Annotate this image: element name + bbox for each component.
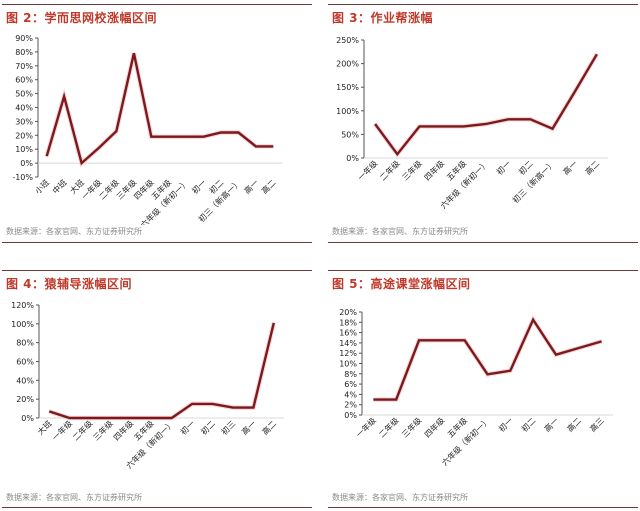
y-tick-label: 0% [21,414,34,423]
x-tick-label: 二年级 [377,415,401,439]
y-tick-label: 2% [344,401,357,410]
x-tick-label: 一年级 [50,418,74,442]
y-tick-label: 0% [346,154,359,163]
y-tick-label: 80% [16,339,34,348]
x-tick-label: 高二 [260,418,278,436]
chart-panel-xueersi: 图 2：学而思网校涨幅区间 -10% 0% 10% 20% 30% 40% 50% 60% 70… [2,0,312,247]
y-tick-label: 40% [16,376,34,385]
y-tick-label: 80% [15,48,33,57]
bottom-rule [2,242,312,243]
x-tick-label: 中班 [50,177,68,195]
chart-title: 图 5：高途课堂涨幅区间 [332,277,471,291]
bottom-rule [328,242,638,243]
y-tick-label: 10% [15,145,33,154]
x-tick-label: 初二 [516,158,534,176]
x-tick-label: 初一 [496,415,514,433]
bottom-rule [328,507,638,508]
y-tick-label: 100% [336,107,359,116]
x-tick-label: 初一 [494,158,512,176]
y-tick-label: 20% [16,395,34,404]
x-tick-label: 一年级 [355,158,379,182]
bottom-rule [2,507,312,508]
y-tick-label: 250% [336,36,359,45]
chart-panel-zuoyebang: 图 3：作业帮涨幅 0% 50% 100% 150% 200% 250% 一年级 二年级 三年级… [328,0,638,247]
top-rule [2,4,312,5]
x-tick-label: 高二 [565,415,583,433]
data-line [48,322,275,420]
y-tick-label: 18% [339,318,357,327]
x-tick-label: 三年级 [91,418,115,442]
chart-title: 图 2：学而思网校涨幅区间 [6,11,158,25]
chart-panel-yuanfudao: 图 4：猿辅导涨幅区间 0% 20% 40% 60% 80% 100% 120% 大班 一年级二… [2,260,312,510]
source-note: 数据来源：各家官网、东方证券研究所 [332,493,468,502]
x-tick-label: 高三 [588,415,606,433]
y-tick-label: 0% [344,411,357,420]
data-line [374,53,598,157]
y-tick-label: 60% [15,76,33,85]
x-tick-label: 高一 [242,177,260,195]
y-tick-label: 6% [344,380,357,389]
x-tick-label: 初三 [219,418,237,436]
y-tick-label: 16% [339,329,357,338]
x-tick-label: 四年级 [422,158,446,182]
y-tick-label: 0% [20,159,33,168]
y-tick-label: 20% [15,131,33,140]
x-tick-label: 大班 [35,418,53,436]
x-tick-label: 小班 [33,177,51,195]
y-tick-label: 12% [339,349,357,358]
y-tick-label: 40% [15,104,33,113]
x-tick-label: 三年级 [400,158,424,182]
x-tick-label: 初一 [178,418,196,436]
x-tick-label: 初一 [190,177,208,195]
y-tick-label: -10% [12,173,33,182]
y-tick-label: 60% [16,358,34,367]
source-note: 数据来源：各家官网、东方证券研究所 [6,227,142,236]
source-note: 数据来源：各家官网、东方证券研究所 [6,493,142,502]
y-tick-label: 10% [339,360,357,369]
y-tick-label: 30% [15,117,33,126]
x-tick-label: 初二 [519,415,537,433]
x-tick-label: 三年级 [399,415,423,439]
top-rule [2,270,312,271]
top-rule [328,4,638,5]
y-tick-label: 50% [15,90,33,99]
x-tick-label: 二年级 [70,418,94,442]
y-tick-label: 100% [11,320,34,329]
x-tick-label: 一年级 [354,415,378,439]
line-chart: 0%20%40%60%80%100%120%大班一年级二年级三年级四年级五年级六… [11,301,284,471]
x-tick-label: 二年级 [378,158,402,182]
line-chart: -10%0%10%20%30%40%50%60%70%80%90%小班 中班 大班一… [12,34,282,225]
y-tick-label: 14% [339,339,357,348]
x-tick-label: 高一 [542,415,560,433]
y-tick-label: 150% [336,83,359,92]
line-chart: 0%50%100%150%200%250%一年级二年级三年级四年级五年级六年级（… [336,36,608,211]
y-tick-label: 120% [11,301,34,310]
x-tick-label: 四年级 [422,415,446,439]
y-tick-label: 70% [15,62,33,71]
x-tick-label: 高一 [561,158,579,176]
data-line [373,317,602,401]
x-tick-label: 高二 [583,158,601,176]
source-note: 数据来源：各家官网、东方证券研究所 [332,227,468,236]
chart-title: 图 4：猿辅导涨幅区间 [6,277,133,291]
top-rule [328,270,638,271]
y-tick-label: 50% [341,130,359,139]
chart-title: 图 3：作业帮涨幅 [332,11,434,25]
x-tick-label: 高一 [239,418,257,436]
y-tick-label: 90% [15,34,33,43]
y-tick-label: 20% [339,308,357,317]
y-tick-label: 4% [344,390,357,399]
y-tick-label: 200% [336,60,359,69]
x-tick-label: 高二 [259,177,277,195]
chart-panel-gaotu: 图 5：高途课堂涨幅区间 0% 2% 4% 6% 8% 10% 12% 14% 16% 18% 20… [328,260,638,510]
x-tick-label: 初二 [199,418,217,436]
line-chart: 0%2% 4%6%8%10% 12%14%16% 18%20% 一年级 二年级 三年级 四年级… [339,308,613,468]
data-line [45,53,274,166]
y-tick-label: 8% [344,370,357,379]
x-tick-label: 四年级 [111,418,135,442]
